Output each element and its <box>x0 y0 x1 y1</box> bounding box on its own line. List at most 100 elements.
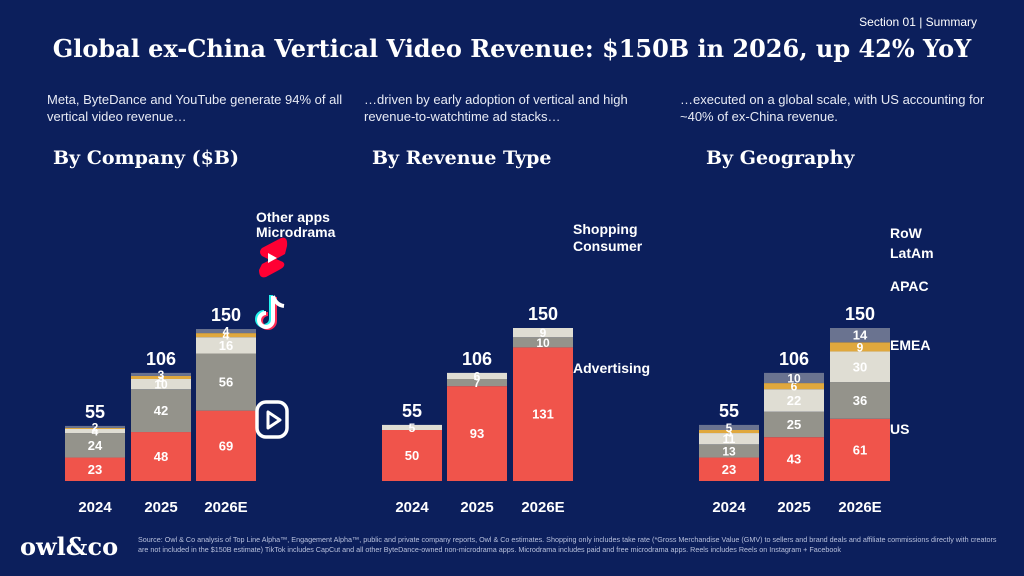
legend-label: US <box>890 421 909 437</box>
data-label: 42 <box>154 403 168 418</box>
section-label: Section 01 | Summary <box>859 15 977 29</box>
data-label: 131 <box>532 407 554 422</box>
bar-segment <box>830 418 890 481</box>
data-label: 43 <box>787 452 801 467</box>
reels-icon <box>255 400 289 439</box>
legend-label: Other apps <box>256 209 330 225</box>
data-label: 3 <box>726 425 733 439</box>
category-label: 2025 <box>460 499 493 516</box>
total-label: 106 <box>779 349 809 369</box>
data-label: 30 <box>853 359 867 374</box>
bar-segment <box>764 389 824 412</box>
data-label: 4 <box>223 329 230 343</box>
data-label: 4 <box>223 325 230 339</box>
data-label: 93 <box>470 426 484 441</box>
owl-co-logo: owl&co <box>20 532 119 561</box>
legend-label: APAC <box>890 278 929 294</box>
page-title: Global ex-China Vertical Video Revenue: … <box>52 34 972 63</box>
subtitle-revenue-type: …driven by early adoption of vertical an… <box>364 92 628 124</box>
panel-title-geography: By Geography <box>706 147 855 169</box>
bar-segment <box>65 457 125 481</box>
data-label: 3 <box>158 368 165 382</box>
data-label: 10 <box>787 371 801 385</box>
total-label: 55 <box>402 401 422 421</box>
legend-label: Consumer <box>573 238 643 254</box>
data-label: 11 <box>723 432 736 446</box>
category-label: 2025 <box>777 499 810 516</box>
bar-segment <box>513 328 573 338</box>
tiktok-icon <box>255 295 285 330</box>
total-label: 106 <box>462 349 492 369</box>
data-label: 10 <box>536 336 550 350</box>
data-label: 24 <box>88 438 103 453</box>
bar-segment <box>131 372 191 376</box>
bar-segment <box>382 424 442 430</box>
total-label: 106 <box>146 349 176 369</box>
bar-segment <box>699 424 759 430</box>
bar-segment <box>196 333 256 338</box>
data-label: 5 <box>726 421 733 435</box>
data-label: 50 <box>405 448 419 463</box>
bar-segment <box>830 351 890 383</box>
bar-segment <box>513 347 573 481</box>
total-label: 55 <box>719 401 739 421</box>
category-label: 2025 <box>144 499 177 516</box>
bar-segment <box>196 353 256 411</box>
data-label: 22 <box>787 393 801 408</box>
category-label: 2024 <box>78 499 112 516</box>
data-label: 14 <box>853 328 868 343</box>
data-label: 13 <box>722 444 736 458</box>
bar-segment <box>196 337 256 354</box>
legend-label: EMEA <box>890 337 930 353</box>
data-label: 48 <box>154 449 168 464</box>
data-label: 7 <box>474 376 481 390</box>
bar-segment <box>196 329 256 334</box>
legend-label: Shopping <box>573 221 638 237</box>
data-label: 4 <box>92 425 99 439</box>
chart-panel-0: 2324425520244842103310620256956164415020… <box>65 209 336 516</box>
data-label: 69 <box>219 438 233 453</box>
bar-segment <box>699 433 759 445</box>
bar-segment <box>131 379 191 390</box>
data-label: 5 <box>409 421 416 435</box>
bar-segment <box>830 328 890 343</box>
category-label: 2024 <box>395 499 429 516</box>
total-label: 150 <box>528 304 558 324</box>
bar-segment <box>447 379 507 387</box>
category-label: 2026E <box>204 499 247 516</box>
data-label: 16 <box>219 338 233 353</box>
legend-label: RoW <box>890 225 923 241</box>
total-label: 55 <box>85 402 105 422</box>
bar-segment <box>764 372 824 384</box>
bar-segment <box>131 375 191 379</box>
source-note: Source: Owl & Co analysis of Top Line Al… <box>138 535 997 554</box>
bar-segment <box>764 437 824 481</box>
bar-segment <box>131 432 191 481</box>
legend-label: Advertising <box>573 360 650 376</box>
bar-segment <box>830 342 890 352</box>
bar-segment <box>65 428 125 434</box>
data-label: 23 <box>722 462 736 477</box>
data-label: 9 <box>857 340 864 354</box>
chart-panel-2: 2313113555202443252261010620256136309141… <box>699 225 934 516</box>
bar-segment <box>131 389 191 433</box>
data-label: 36 <box>853 393 867 408</box>
bar-segment <box>699 430 759 434</box>
data-label: 2 <box>92 420 99 434</box>
legend-label: Microdrama <box>256 224 336 240</box>
youtube-shorts-icon <box>259 237 288 278</box>
category-label: 2026E <box>521 499 564 516</box>
data-label: 3 <box>158 371 165 385</box>
total-label: 150 <box>845 304 875 324</box>
subtitle-company: Meta, ByteDance and YouTube generate 94%… <box>47 92 343 124</box>
subtitle-geography: …executed on a global scale, with US acc… <box>680 92 985 124</box>
bar-segment <box>764 411 824 438</box>
bar-segment <box>447 386 507 481</box>
bar-segment <box>830 382 890 419</box>
panel-title-revenue-type: By Revenue Type <box>372 147 552 169</box>
data-label: 56 <box>219 375 233 390</box>
data-label: 10 <box>154 378 168 392</box>
category-label: 2026E <box>838 499 881 516</box>
